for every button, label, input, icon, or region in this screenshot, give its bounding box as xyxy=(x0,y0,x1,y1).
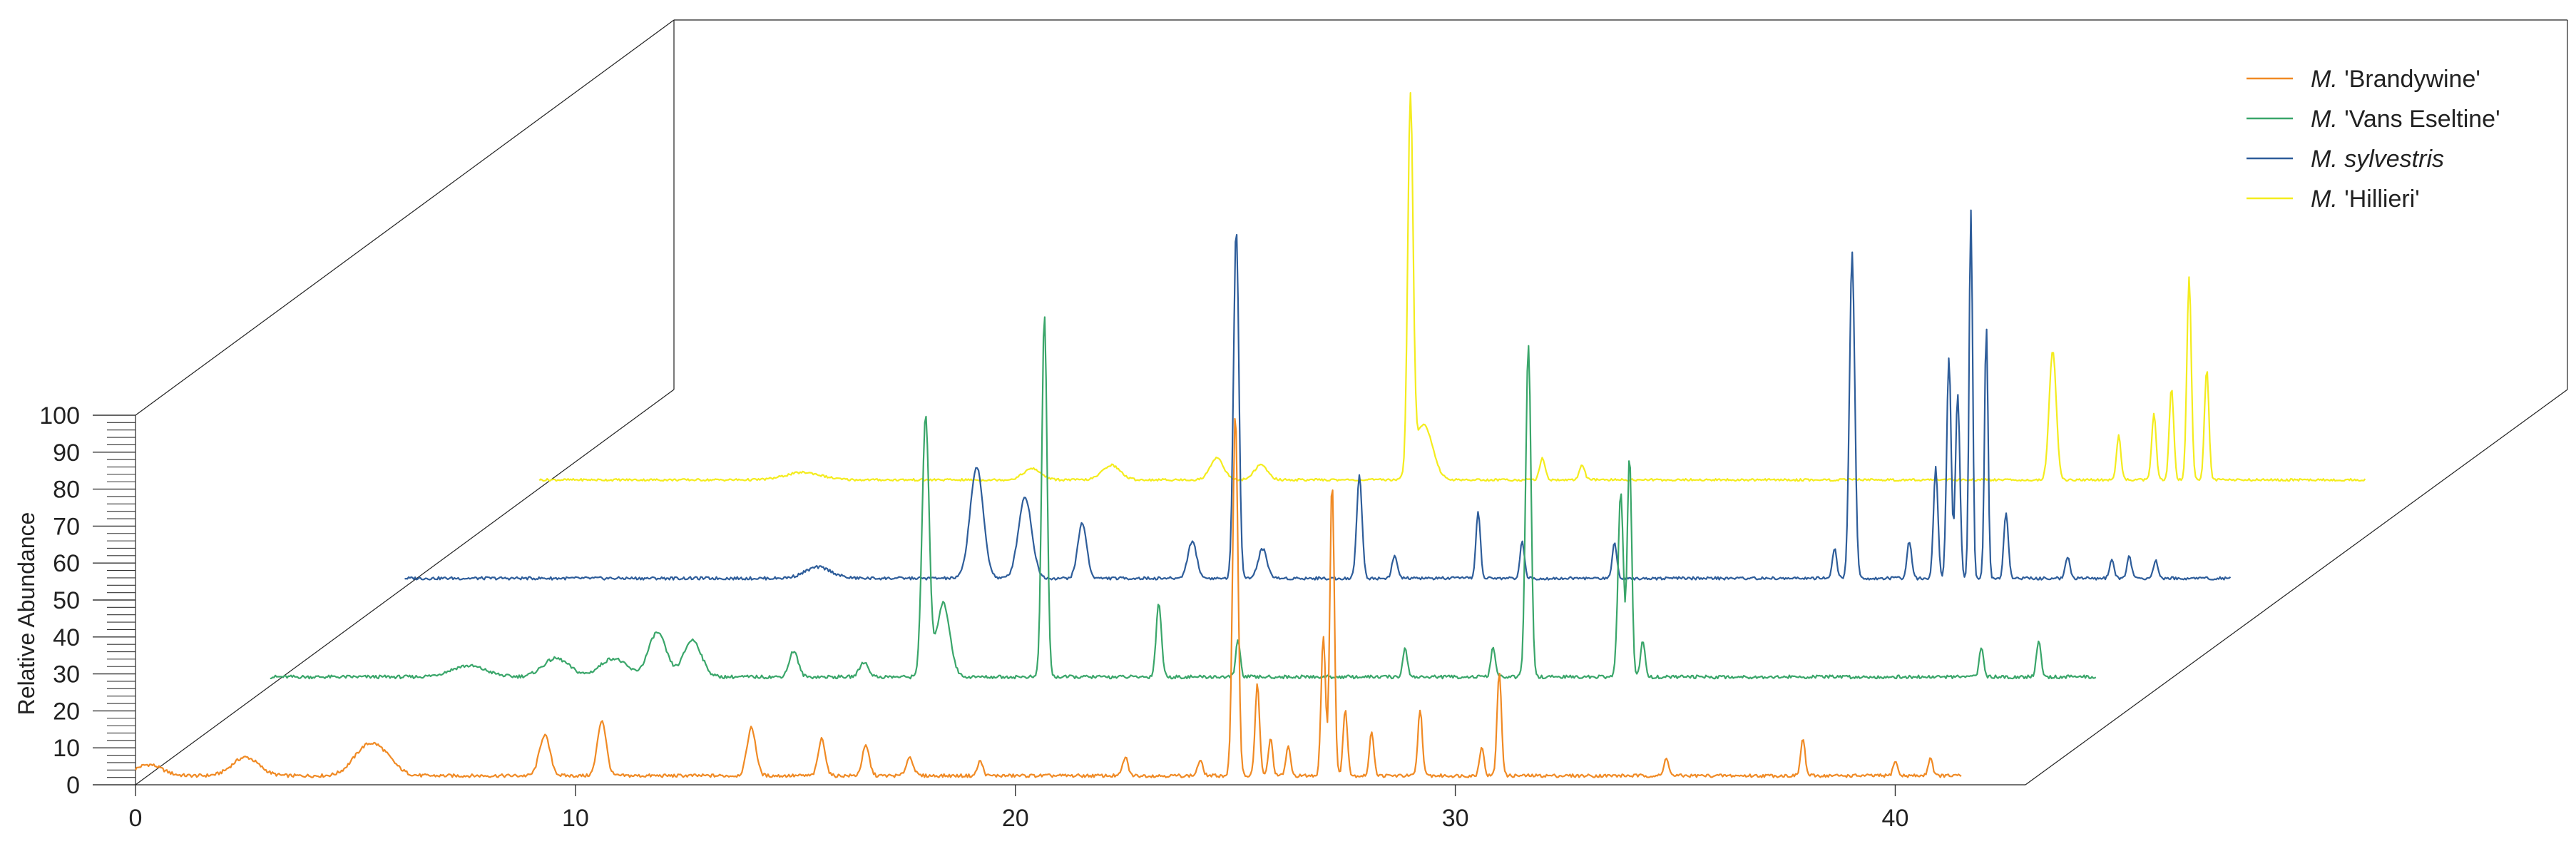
x-tick-label: 10 xyxy=(562,805,589,832)
legend-label: M. sylvestris xyxy=(2311,146,2444,173)
y-tick-label: 10 xyxy=(53,735,80,762)
y-tick-label: 30 xyxy=(53,661,80,688)
y-tick-label: 60 xyxy=(53,550,80,577)
legend: M. 'Brandywine' M. 'Vans Eseltine' M. sylv… xyxy=(2247,66,2500,213)
axes: 0 10 20 30 40 50 60 70 80 90 100 0 10 20 30 40 xyxy=(39,402,1908,832)
floor-left-edge xyxy=(135,389,675,785)
y-tick-label: 70 xyxy=(53,513,80,540)
y-tick-label: 0 xyxy=(66,772,80,799)
series-line xyxy=(135,417,1962,778)
y-tick-label: 20 xyxy=(53,698,80,725)
y-tick-label: 90 xyxy=(53,439,80,467)
x-tick-label: 40 xyxy=(1882,805,1909,832)
legend-label: M. 'Vans Eseltine' xyxy=(2311,106,2500,133)
x-tick-label: 30 xyxy=(1442,805,1469,832)
series-line xyxy=(404,209,2232,581)
series-layer xyxy=(135,92,2366,778)
legend-label: M. 'Hillieri' xyxy=(2311,185,2420,213)
legend-label: M. 'Brandywine' xyxy=(2311,66,2480,93)
chart-frame xyxy=(135,19,2568,785)
top-left-edge xyxy=(135,19,675,416)
y-tick-label: 100 xyxy=(39,402,80,429)
floor-right-edge xyxy=(2025,389,2568,785)
y-tick-label: 40 xyxy=(53,624,80,651)
y-tick-label: 80 xyxy=(53,477,80,504)
series-line xyxy=(270,316,2097,680)
y-axis-label: Relative Abundance xyxy=(14,512,39,716)
x-tick-label: 20 xyxy=(1002,805,1029,832)
x-tick-label: 0 xyxy=(129,805,143,832)
y-tick-label: 50 xyxy=(53,587,80,614)
series-line xyxy=(538,92,2366,482)
